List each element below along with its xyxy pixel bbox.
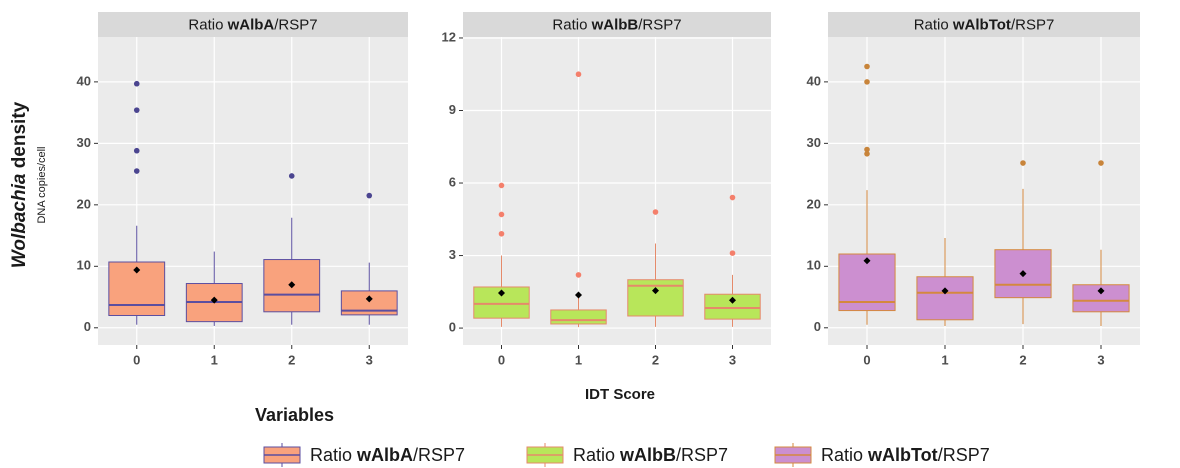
strip-title: Ratio wAlbA/RSP7: [188, 16, 317, 33]
y-tick-label: 10: [807, 258, 821, 273]
box: [550, 309, 607, 325]
strip-title-part: Ratio: [188, 16, 227, 33]
y-tick-label: 30: [807, 135, 821, 150]
mean-point: [365, 295, 373, 303]
strip-title-part: wAlbB: [591, 16, 639, 33]
legend-label: Ratio wAlbA/RSP7: [310, 445, 465, 465]
outlier: [729, 194, 736, 201]
x-tick-label: 2: [288, 352, 295, 367]
outlier: [133, 168, 140, 174]
x-tick-label: 1: [211, 352, 218, 367]
y-tick-label: 0: [449, 320, 456, 335]
legend-label-part: Ratio: [310, 445, 357, 465]
mean-point: [498, 289, 505, 297]
legend-title: Variables: [255, 405, 334, 425]
mean-point: [288, 281, 296, 289]
y-tick-label: 20: [807, 196, 821, 211]
outlier: [575, 71, 582, 78]
legend-label: Ratio wAlbTot/RSP7: [821, 445, 990, 465]
mean-point: [575, 291, 582, 299]
legend-label-part: wAlbTot: [867, 445, 938, 465]
outlier: [133, 107, 140, 113]
strip: [828, 12, 1140, 37]
y-tick-label: 20: [77, 196, 91, 211]
box: [916, 276, 974, 321]
y-tick-label: 9: [449, 102, 456, 117]
y-tick-label: 40: [77, 73, 91, 88]
x-tick-label: 1: [941, 352, 948, 367]
y-tick-label: 0: [814, 319, 821, 334]
x-tick-label: 3: [1097, 352, 1104, 367]
mean-point: [729, 296, 736, 304]
x-tick-label: 0: [133, 352, 140, 367]
strip-title-part: wAlbA: [227, 16, 275, 33]
legend-label-part: /RSP7: [938, 445, 990, 465]
y-tick-label: 40: [807, 73, 821, 88]
legend-label: Ratio wAlbB/RSP7: [573, 445, 728, 465]
strip-title: Ratio wAlbTot/RSP7: [914, 16, 1055, 33]
strip: [98, 12, 408, 37]
x-tick-label: 2: [1019, 352, 1026, 367]
mean-point: [652, 287, 659, 295]
legend-label-part: /RSP7: [676, 445, 728, 465]
outlier: [652, 209, 659, 215]
y-tick-label: 12: [442, 29, 456, 44]
strip-title-part: Ratio: [552, 16, 591, 33]
outlier: [864, 151, 870, 157]
x-axis-label: IDT Score: [585, 386, 655, 403]
mean-point: [133, 266, 141, 274]
strip-title-part: /RSP7: [638, 16, 681, 33]
y-tick-label: 3: [449, 247, 456, 262]
outlier: [1020, 160, 1026, 166]
x-tick-label: 2: [652, 352, 659, 367]
outlier: [575, 272, 582, 278]
legend-label-part: Ratio: [821, 445, 868, 465]
y-tick-label: 0: [84, 319, 91, 334]
y-tick-label: 6: [449, 174, 456, 189]
y-axis-label: Wolbachia density: [9, 101, 30, 268]
outlier: [133, 80, 140, 87]
mean-point: [863, 257, 871, 265]
outlier: [498, 211, 505, 218]
mean-point: [1097, 287, 1105, 295]
strip-title: Ratio wAlbB/RSP7: [552, 16, 681, 33]
y-axis-sublabel: DNA copies/cell: [36, 146, 48, 223]
mean-point: [1019, 270, 1027, 278]
strip-title-part: wAlbTot: [952, 16, 1011, 33]
x-tick-label: 3: [366, 352, 373, 367]
outlier: [133, 147, 140, 154]
outlier: [1098, 160, 1104, 166]
outlier: [366, 192, 373, 199]
strip-title-part: /RSP7: [1011, 16, 1054, 33]
legend-label-part: /RSP7: [413, 445, 465, 465]
y-axis-label-rest: density: [9, 101, 30, 173]
x-tick-label: 0: [498, 352, 505, 367]
mean-point: [941, 287, 949, 295]
y-tick-label: 30: [77, 135, 91, 150]
legend-label-part: Ratio: [573, 445, 620, 465]
outlier: [864, 79, 870, 85]
x-tick-label: 3: [729, 352, 736, 367]
strip-title-part: Ratio: [914, 16, 953, 33]
outlier: [729, 250, 736, 256]
outlier: [498, 230, 505, 237]
y-axis-label-italic: Wolbachia: [9, 173, 30, 268]
legend-label-part: wAlbA: [356, 445, 413, 465]
outlier: [498, 182, 505, 189]
mean-point: [210, 296, 218, 304]
outlier: [864, 146, 870, 153]
strip-title-part: /RSP7: [274, 16, 317, 33]
x-tick-label: 0: [863, 352, 870, 367]
outlier: [864, 63, 870, 70]
x-tick-label: 1: [575, 352, 582, 367]
outlier: [288, 173, 295, 179]
y-tick-label: 10: [77, 258, 91, 273]
strip: [463, 12, 771, 37]
box: [340, 290, 398, 316]
legend-label-part: wAlbB: [619, 445, 676, 465]
